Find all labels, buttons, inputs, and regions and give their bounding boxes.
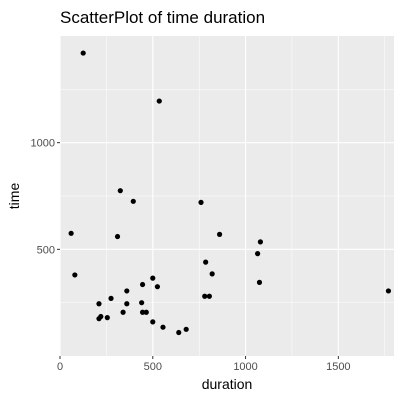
data-point	[255, 251, 260, 256]
data-point	[176, 330, 181, 335]
data-point	[203, 260, 208, 265]
data-point	[139, 300, 144, 305]
x-tick-label: 1000	[233, 361, 257, 373]
data-point	[386, 288, 391, 293]
data-point	[144, 310, 149, 315]
x-axis-title: duration	[202, 376, 253, 392]
data-point	[150, 319, 155, 324]
data-point	[81, 50, 86, 55]
data-point	[202, 294, 207, 299]
data-point	[118, 188, 123, 193]
data-point	[160, 325, 165, 330]
x-tick-label: 1500	[326, 361, 350, 373]
data-point	[124, 301, 129, 306]
data-point	[217, 232, 222, 237]
x-axis-ticks: 0 500 1000 1500	[57, 356, 351, 373]
data-point	[96, 301, 101, 306]
data-point	[96, 316, 101, 321]
data-point	[115, 234, 120, 239]
data-point	[257, 280, 262, 285]
data-point	[131, 199, 136, 204]
data-point	[207, 294, 212, 299]
data-point	[258, 239, 263, 244]
y-axis-ticks: 500 1000	[31, 138, 60, 257]
data-point	[157, 98, 162, 103]
y-tick-label: 1000	[31, 138, 55, 150]
chart-title: ScatterPlot of time duration	[60, 8, 265, 27]
data-point	[72, 272, 77, 277]
y-axis-title: time	[6, 183, 22, 210]
data-point	[69, 231, 74, 236]
data-point	[210, 271, 215, 276]
data-point	[155, 284, 160, 289]
data-point	[184, 327, 189, 332]
data-point	[124, 288, 129, 293]
data-point	[198, 200, 203, 205]
x-tick-label: 0	[57, 361, 63, 373]
data-point	[150, 276, 155, 281]
data-point	[140, 282, 145, 287]
data-point	[105, 315, 110, 320]
y-tick-label: 500	[37, 244, 55, 256]
x-tick-label: 500	[144, 361, 162, 373]
data-point	[120, 310, 125, 315]
data-point	[108, 296, 113, 301]
